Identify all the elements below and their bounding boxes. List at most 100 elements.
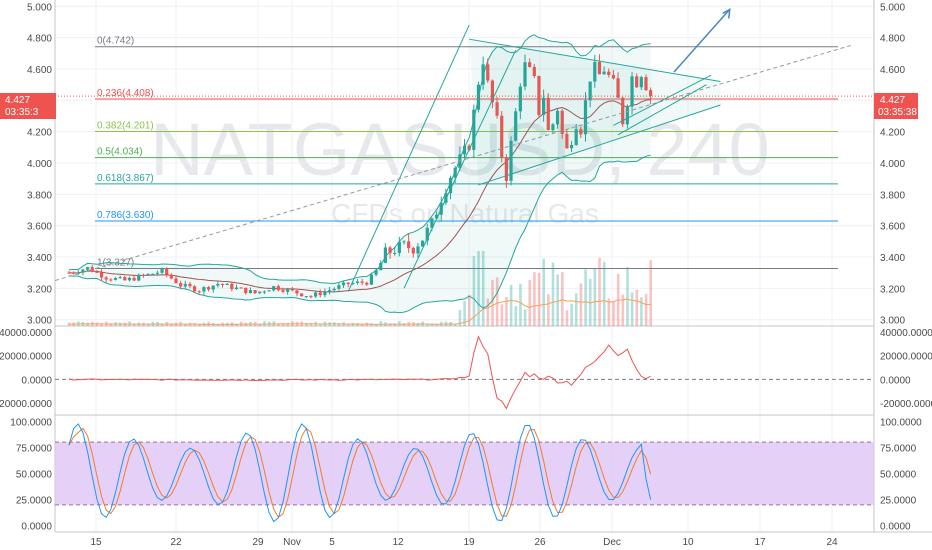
volume-bar [533,272,536,326]
oscillator-tick-label-left: 0.0000 [21,375,52,386]
volume-bar [565,310,569,326]
fibonacci-retracement[interactable]: 0(4.742) 0.236(4.408) 0.382(4.201) 0.5(4.03… [95,36,838,269]
stoch-tick-label: 100.0000 [880,417,922,428]
time-tick-label: Nov [283,537,301,548]
candle-body [123,277,127,281]
price-tick-label: 3.800 [880,190,905,201]
volume-bar [486,298,490,326]
candle-body [272,286,276,291]
candle-body [267,290,271,292]
time-tick-label: 12 [392,537,404,548]
candle-body [220,283,225,286]
stoch-tick-label: 0.0000 [880,522,911,533]
stoch-k-line [68,423,652,523]
candle-body [546,97,550,131]
candle-body [234,287,239,290]
dashed-trend-line [54,44,851,282]
candle-body [593,61,597,82]
candle-body [407,241,411,249]
volume-bar [184,323,187,326]
candle-body [309,296,313,298]
volume-bar [491,279,494,326]
candle-body [416,246,420,254]
candle-body [523,62,527,87]
oscillator-line [68,335,651,410]
price-tick-label: 5.000 [880,2,905,13]
candle-body [518,86,522,112]
volume-bar [574,293,578,326]
candle-body [472,109,476,151]
candle-body [248,290,253,294]
price-tick-label-left: 4.800 [27,34,52,45]
volume-bar [337,322,341,326]
candle-body [434,214,439,219]
volume-bar [500,304,504,326]
candle-body [365,282,369,285]
volume-bar [132,323,136,326]
volume-bar [463,300,466,326]
candle-body [649,90,653,97]
stoch-d-line [68,427,652,519]
candle-body [216,283,220,286]
volume-bar [430,323,434,326]
volume-bar [519,283,522,326]
fib-level-label: 0.236(4.408) [97,88,154,99]
price-tick-label: 4.800 [880,34,905,45]
candle-body [602,71,606,75]
candle-body [467,145,471,151]
candle-body [625,106,629,125]
fib-level-label: 0.382(4.201) [97,120,154,131]
volume-bar [319,323,322,326]
price-tick-label: 3.000 [880,316,905,327]
volume-bar [556,274,559,326]
candle-body [635,76,639,88]
candle-body [476,84,481,110]
channel-upper-line [347,24,470,292]
stoch-tick-label-left: 100.0000 [10,417,52,428]
candle-body [393,252,397,254]
volume-bar [398,321,401,326]
candle-body [104,277,108,280]
price-axis[interactable]: 5.0004.8004.6004.4004.2004.0003.8003.600… [0,2,932,532]
candle-body [388,247,392,254]
candle-body [151,273,155,275]
current-price: 4.427 [880,95,905,106]
time-tick-label: 29 [252,537,264,548]
candle-body [514,111,518,141]
time-tick-label: 5 [329,537,335,548]
candle-body [495,102,499,116]
volume-bar [593,268,597,326]
price-tick-label-left: 4.200 [27,128,52,139]
oscillator-tick-label: 0.0000 [880,375,911,386]
candle-body [346,282,350,285]
candle-body [453,167,457,178]
candle-body [193,286,197,292]
candle-body [109,279,113,281]
candle-body [597,61,602,75]
candle-body [425,227,429,241]
volume-bar [198,323,201,326]
volume-bar [542,258,546,326]
candle-body [500,115,504,158]
candle-body [542,97,546,115]
time-axis[interactable]: 15 22 29 Nov 5 12 19 26 Dec 10 17 24 [90,537,838,548]
candle-body [95,271,99,273]
price-tick-label-left: 3.000 [27,316,52,327]
drawing-tools[interactable] [54,8,874,292]
volume-bar [607,298,611,326]
triangle-upper-line [469,38,721,82]
channel-lower-line [403,49,517,289]
time-tick-label: Dec [603,537,621,548]
candle-body [486,64,490,81]
price-tick-label: 4.600 [880,65,905,76]
candle-body [183,283,187,287]
price-tick-label-left: 3.800 [27,190,52,201]
time-tick-label: 26 [534,537,546,548]
candle-body [551,124,555,131]
fib-level-label: 0(4.742) [97,36,134,47]
volume-bar [621,294,625,326]
price-tick-label: 3.400 [880,253,905,264]
stoch-tick-label: 25.0000 [880,496,917,507]
left-countdown: 03:35:3 [5,107,39,118]
